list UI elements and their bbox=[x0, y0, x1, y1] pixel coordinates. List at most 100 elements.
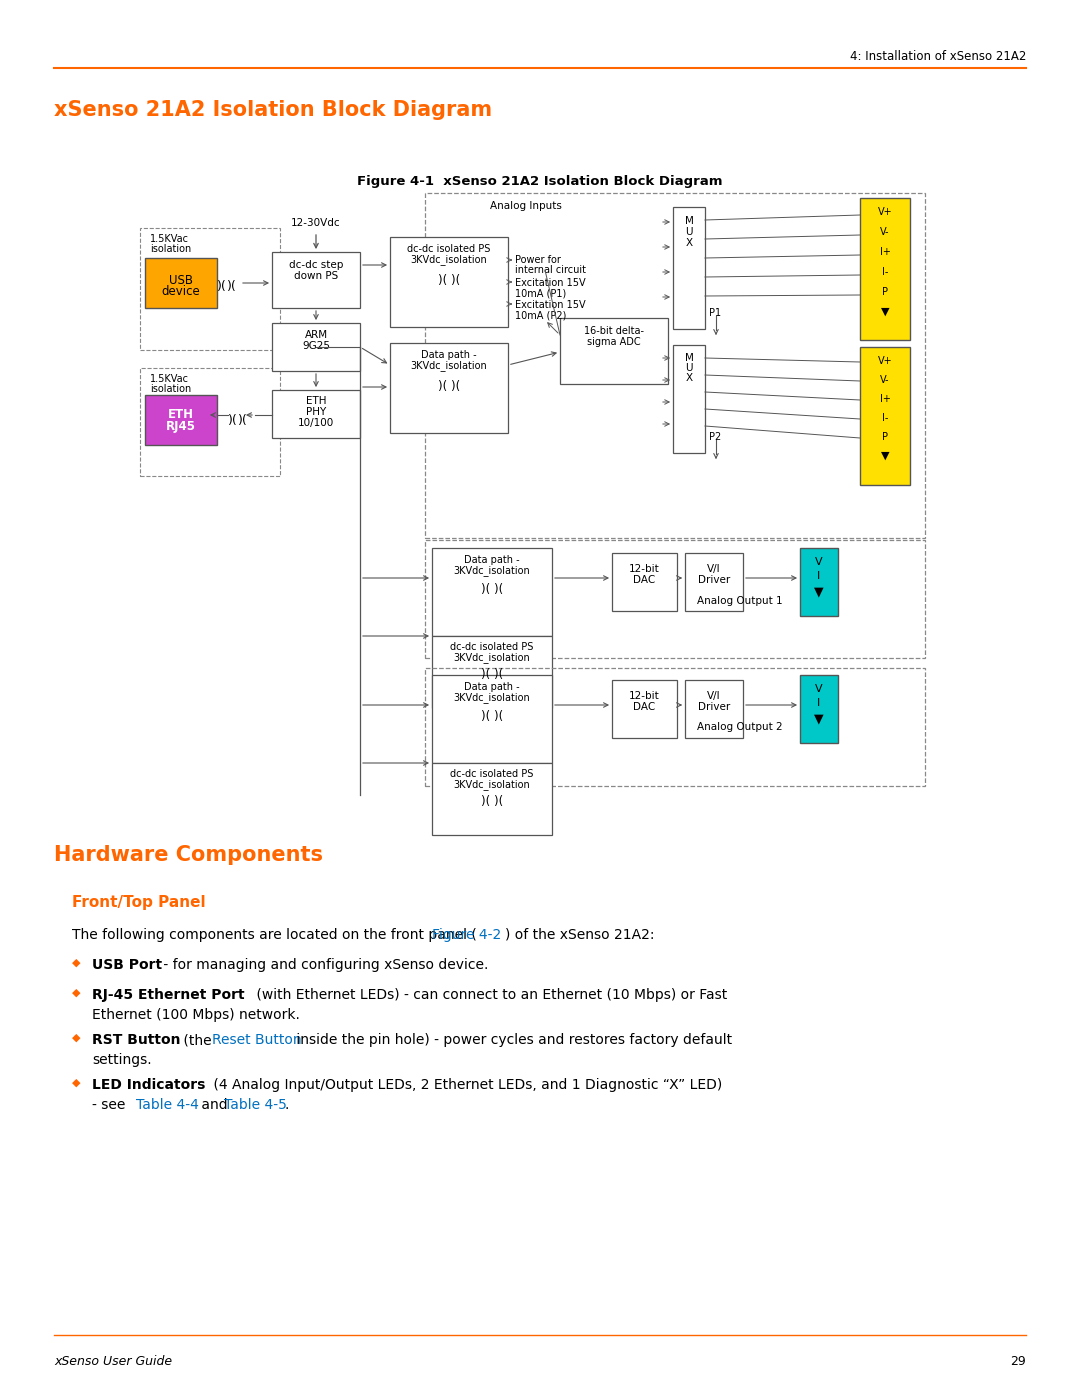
Bar bbox=[685, 680, 743, 738]
Text: Table 4-5: Table 4-5 bbox=[224, 1098, 287, 1112]
Text: Front/Top Panel: Front/Top Panel bbox=[72, 895, 205, 909]
Text: RST Button: RST Button bbox=[92, 1032, 180, 1046]
Text: USB: USB bbox=[168, 274, 193, 286]
Text: )( )(: )( )( bbox=[481, 795, 503, 807]
Text: RJ45: RJ45 bbox=[166, 420, 195, 433]
Text: )(: )( bbox=[228, 414, 238, 427]
Text: )( )(: )( )( bbox=[437, 380, 460, 393]
Text: internal circuit: internal circuit bbox=[515, 265, 586, 275]
Text: 12-30Vdc: 12-30Vdc bbox=[292, 218, 341, 228]
Text: V-: V- bbox=[880, 374, 890, 386]
Text: I: I bbox=[818, 698, 821, 708]
Text: 3KVdc_isolation: 3KVdc_isolation bbox=[454, 780, 530, 789]
Text: V/I: V/I bbox=[707, 692, 720, 701]
Text: M: M bbox=[685, 217, 693, 226]
Text: ETH: ETH bbox=[306, 395, 326, 407]
Bar bbox=[432, 636, 552, 708]
Text: The following components are located on the front panel (: The following components are located on … bbox=[72, 928, 477, 942]
Bar bbox=[685, 553, 743, 610]
Text: - see: - see bbox=[92, 1098, 130, 1112]
Text: 3KVdc_isolation: 3KVdc_isolation bbox=[410, 254, 487, 265]
Text: isolation: isolation bbox=[150, 244, 191, 254]
Text: Reset Button: Reset Button bbox=[212, 1032, 301, 1046]
Text: )( )(: )( )( bbox=[437, 274, 460, 286]
Text: Hardware Components: Hardware Components bbox=[54, 845, 323, 865]
Text: 10/100: 10/100 bbox=[298, 418, 334, 427]
Bar bbox=[140, 228, 280, 351]
Text: ETH: ETH bbox=[168, 408, 194, 420]
Text: Power for: Power for bbox=[515, 256, 561, 265]
Text: (with Ethernet LEDs) - can connect to an Ethernet (10 Mbps) or Fast: (with Ethernet LEDs) - can connect to an… bbox=[252, 988, 727, 1002]
Text: I-: I- bbox=[881, 414, 888, 423]
Text: U: U bbox=[685, 226, 692, 237]
Text: USB Port: USB Port bbox=[92, 958, 162, 972]
Bar bbox=[612, 553, 677, 610]
Text: Data path -: Data path - bbox=[464, 555, 519, 564]
Text: ▼: ▼ bbox=[881, 307, 889, 317]
Text: V: V bbox=[815, 685, 823, 694]
Text: 1.5KVac: 1.5KVac bbox=[150, 374, 189, 384]
Text: M: M bbox=[685, 353, 693, 363]
Text: )( )(: )( )( bbox=[481, 710, 503, 724]
Text: dc-dc step: dc-dc step bbox=[288, 260, 343, 270]
Bar bbox=[272, 251, 360, 307]
Text: Data path -: Data path - bbox=[464, 682, 519, 692]
Text: ▼: ▼ bbox=[814, 585, 824, 598]
Text: I-: I- bbox=[881, 267, 888, 277]
Text: 3KVdc_isolation: 3KVdc_isolation bbox=[454, 692, 530, 703]
Text: Data path -: Data path - bbox=[421, 351, 476, 360]
Text: 10mA (P2): 10mA (P2) bbox=[515, 310, 566, 320]
Text: and: and bbox=[197, 1098, 232, 1112]
Text: ) of the xSenso 21A2:: ) of the xSenso 21A2: bbox=[505, 928, 654, 942]
Text: dc-dc isolated PS: dc-dc isolated PS bbox=[407, 244, 490, 254]
Bar bbox=[860, 346, 910, 485]
Bar bbox=[432, 763, 552, 835]
Text: PHY: PHY bbox=[306, 407, 326, 416]
Bar bbox=[272, 390, 360, 439]
Text: I: I bbox=[818, 571, 821, 581]
Bar bbox=[140, 367, 280, 476]
Text: 3KVdc_isolation: 3KVdc_isolation bbox=[454, 652, 530, 664]
Text: P2: P2 bbox=[708, 432, 721, 441]
Text: dc-dc isolated PS: dc-dc isolated PS bbox=[450, 643, 534, 652]
Text: ▼: ▼ bbox=[814, 712, 824, 725]
Text: )(: )( bbox=[217, 279, 227, 293]
Text: device: device bbox=[162, 285, 201, 298]
Text: 9G25: 9G25 bbox=[302, 341, 330, 351]
Bar bbox=[860, 198, 910, 339]
Text: isolation: isolation bbox=[150, 384, 191, 394]
Text: (the: (the bbox=[179, 1032, 216, 1046]
Text: LED Indicators: LED Indicators bbox=[92, 1078, 205, 1092]
Text: )(: )( bbox=[227, 279, 237, 293]
Bar bbox=[272, 323, 360, 372]
Bar bbox=[800, 675, 838, 743]
Text: 4: Installation of xSenso 21A2: 4: Installation of xSenso 21A2 bbox=[850, 50, 1026, 63]
Text: Driver: Driver bbox=[698, 703, 730, 712]
Bar bbox=[145, 258, 217, 307]
Text: Excitation 15V: Excitation 15V bbox=[515, 300, 585, 310]
Text: 3KVdc_isolation: 3KVdc_isolation bbox=[454, 564, 530, 576]
Bar bbox=[390, 344, 508, 433]
Text: I+: I+ bbox=[879, 247, 890, 257]
Text: ◆: ◆ bbox=[72, 958, 81, 968]
Text: xSenso 21A2 Isolation Block Diagram: xSenso 21A2 Isolation Block Diagram bbox=[54, 101, 492, 120]
Text: - for managing and configuring xSenso device.: - for managing and configuring xSenso de… bbox=[159, 958, 488, 972]
Bar bbox=[432, 675, 552, 763]
Bar bbox=[426, 193, 924, 538]
Bar bbox=[432, 548, 552, 636]
Text: P: P bbox=[882, 432, 888, 441]
Text: 3KVdc_isolation: 3KVdc_isolation bbox=[410, 360, 487, 372]
Bar bbox=[145, 395, 217, 446]
Text: down PS: down PS bbox=[294, 271, 338, 281]
Bar bbox=[673, 345, 705, 453]
Text: settings.: settings. bbox=[92, 1053, 151, 1067]
Text: DAC: DAC bbox=[633, 576, 656, 585]
Text: ▼: ▼ bbox=[881, 451, 889, 461]
Text: dc-dc isolated PS: dc-dc isolated PS bbox=[450, 768, 534, 780]
Bar bbox=[673, 207, 705, 330]
Text: .: . bbox=[285, 1098, 289, 1112]
Text: 1.5KVac: 1.5KVac bbox=[150, 235, 189, 244]
Text: inside the pin hole) - power cycles and restores factory default: inside the pin hole) - power cycles and … bbox=[292, 1032, 732, 1046]
Text: 10mA (P1): 10mA (P1) bbox=[515, 288, 566, 298]
Text: (4 Analog Input/Output LEDs, 2 Ethernet LEDs, and 1 Diagnostic “X” LED): (4 Analog Input/Output LEDs, 2 Ethernet … bbox=[210, 1078, 723, 1092]
